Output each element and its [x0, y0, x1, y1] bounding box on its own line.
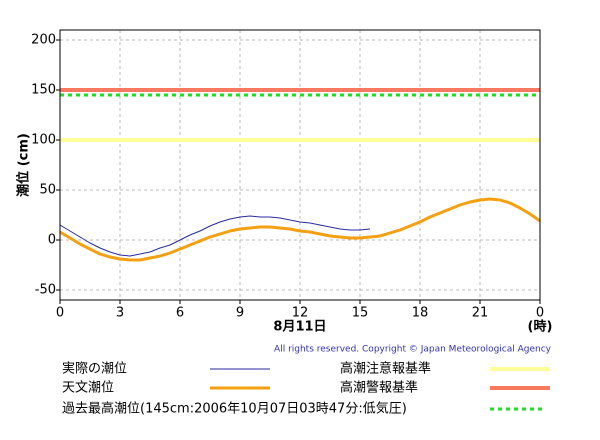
x-tick-label: 15 — [352, 306, 369, 321]
y-tick-label: 100 — [31, 133, 56, 148]
legend-label: 高潮警報基準 — [340, 380, 418, 396]
x-axis-unit: (時) — [528, 319, 553, 335]
plot-frame — [59, 29, 541, 301]
legend-label: 天文潮位 — [62, 381, 114, 396]
x-tick-label: 0 — [536, 306, 544, 321]
x-tick-label: 18 — [412, 306, 429, 321]
legend-label: 実際の潮位 — [62, 361, 127, 377]
legend-label: 高潮注意報基準 — [340, 361, 431, 377]
y-tick-label: 150 — [31, 83, 56, 98]
y-tick-label: 0 — [48, 233, 56, 248]
x-tick-label: 0 — [56, 306, 64, 321]
series-line — [59, 197, 541, 262]
y-axis-label: 潮位 (cm) — [16, 133, 32, 197]
y-tick-label: -50 — [35, 283, 56, 298]
x-tick-label: 3 — [116, 306, 124, 321]
x-axis-label: 8月11日 — [273, 320, 326, 335]
x-tick-label: 21 — [472, 306, 489, 321]
x-tick-label: 9 — [236, 306, 244, 321]
x-tick-label: 12 — [292, 306, 309, 321]
series-line — [59, 215, 371, 257]
x-tick-label: 6 — [176, 306, 184, 321]
y-tick-label: 200 — [31, 33, 56, 48]
legend-label: 過去最高潮位(145cm:2006年10月07日03時47分:低気圧) — [62, 401, 407, 417]
copyright: All rights reserved. Copyright © Japan M… — [274, 345, 552, 355]
y-tick-label: 50 — [39, 183, 56, 198]
